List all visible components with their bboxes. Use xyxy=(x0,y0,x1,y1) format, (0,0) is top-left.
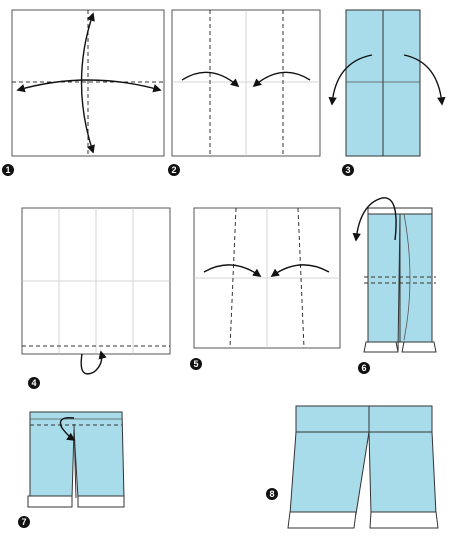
step-1-vertical-fold-arrow xyxy=(80,12,95,154)
step-4-badge: 4 xyxy=(28,377,40,389)
step-1-panel xyxy=(11,9,165,157)
step-8-waistband xyxy=(295,405,433,433)
step-6-waistband xyxy=(367,207,433,215)
step-3-panel xyxy=(328,9,446,157)
step-6-number: 6 xyxy=(361,363,366,373)
step-2-number: 2 xyxy=(171,165,176,175)
step-4-fold-up-arrow xyxy=(80,350,107,375)
step-7-panel xyxy=(27,411,125,508)
step-7-badge: 7 xyxy=(18,516,30,528)
step-3-left-unfold-arrow xyxy=(328,54,373,106)
step-5-panel xyxy=(193,207,341,349)
step-8-left-cuff xyxy=(287,511,357,529)
step-8-left-leg xyxy=(289,431,370,515)
step-2-right-fold-arrow xyxy=(252,71,311,88)
step-7-fold-arrow xyxy=(59,417,76,441)
step-7-right-cuff xyxy=(77,495,125,508)
step-5-badge: 5 xyxy=(190,358,202,370)
step-1-number: 1 xyxy=(5,165,10,175)
step-5-left-fold-arrow xyxy=(203,264,262,277)
step-7-left-cuff xyxy=(27,495,73,508)
step-5-left-fold-line xyxy=(229,207,237,349)
step-7-number: 7 xyxy=(21,517,26,527)
step-6-left-cuff xyxy=(363,341,399,353)
step-8-number: 8 xyxy=(269,489,274,499)
step-8-right-leg xyxy=(368,431,437,515)
step-6-badge: 6 xyxy=(358,362,370,374)
step-3-right-unfold-arrow xyxy=(403,54,446,106)
step-3-number: 3 xyxy=(345,165,350,175)
step-5-right-fold-arrow xyxy=(270,264,330,277)
step-3-badge: 3 xyxy=(342,164,354,176)
step-8-badge: 8 xyxy=(266,488,278,500)
step-6-fold-behind-arrow xyxy=(352,197,397,242)
step-2-left-fold-arrow xyxy=(181,71,240,88)
step-6-right-cuff xyxy=(401,341,437,353)
step-8-right-cuff xyxy=(369,511,439,529)
step-4-panel xyxy=(21,207,171,375)
step-2-badge: 2 xyxy=(168,164,180,176)
step-2-panel xyxy=(171,9,321,157)
step-1-badge: 1 xyxy=(2,164,14,176)
step-8-panel xyxy=(287,405,439,529)
step-5-number: 5 xyxy=(193,359,198,369)
step-4-number: 4 xyxy=(31,378,36,388)
step-5-right-fold-line xyxy=(297,207,305,349)
step-6-panel xyxy=(352,197,437,353)
